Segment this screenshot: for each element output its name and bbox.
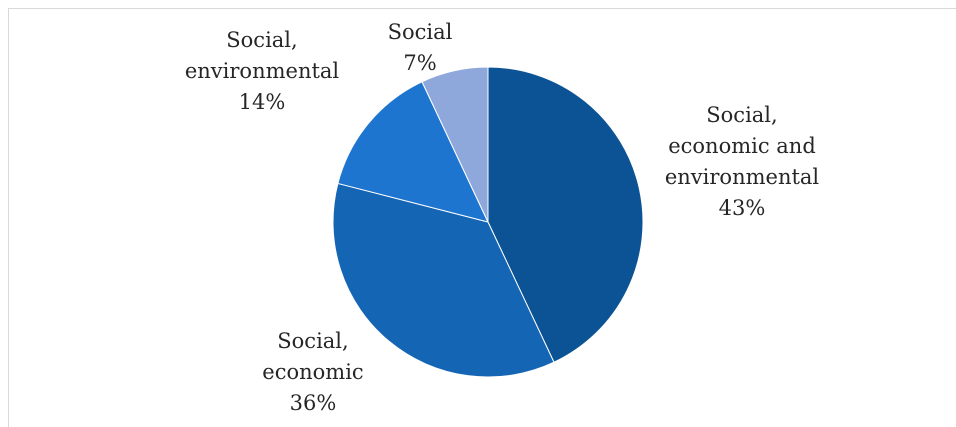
pie-slice	[487, 66, 644, 363]
slice-value-label: 7%	[403, 51, 436, 75]
slice-label: Social, environmental 14%	[185, 28, 340, 114]
pie-slice	[421, 66, 489, 223]
slice-category-label: Social,	[226, 28, 297, 52]
slice-category-label: environmental	[185, 59, 340, 83]
slice-label: Social, economic 36%	[262, 329, 363, 415]
slice-value-label: 14%	[239, 90, 286, 114]
slice-category-label: Social,	[277, 329, 348, 353]
pie-slice	[332, 182, 555, 378]
slice-category-label: Social	[388, 20, 453, 44]
pie-slices	[332, 66, 644, 378]
slice-category-label: economic and	[668, 134, 816, 158]
pie-labels: Social, economic and environmental 43%Socia…	[185, 20, 820, 415]
slice-value-label: 43%	[719, 196, 766, 220]
pie-slice	[337, 81, 489, 223]
slice-category-label: economic	[262, 360, 363, 384]
slice-category-label: environmental	[665, 165, 820, 189]
slice-label: Social 7%	[388, 20, 453, 75]
chart-area	[8, 8, 956, 427]
slice-label: Social, economic and environmental 43%	[665, 103, 820, 220]
slice-category-label: Social,	[706, 103, 777, 127]
slice-value-label: 36%	[290, 391, 337, 415]
